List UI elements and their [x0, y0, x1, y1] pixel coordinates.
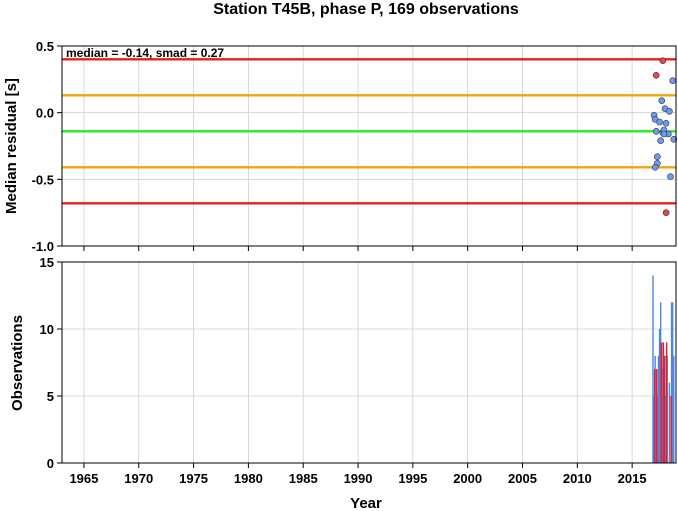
- obs-ytick-label-0: 15: [40, 255, 54, 270]
- residual-panel: 0.5 0.0 -0.5 -1.0 median = -0.14, smad = 0.…: [3, 39, 678, 254]
- median-smad-annotation: median = -0.14, smad = 0.27: [66, 46, 224, 60]
- year-tick-label-1965: 1965: [69, 471, 98, 486]
- observation-bar-1-1: [656, 369, 658, 463]
- residual-ytick-label-1: 0.0: [36, 106, 54, 121]
- year-tick-label-1990: 1990: [344, 471, 373, 486]
- year-tick-label-1970: 1970: [124, 471, 153, 486]
- year-tick-label-1975: 1975: [179, 471, 208, 486]
- observation-bar-1-4: [663, 355, 666, 463]
- reference-lines: [62, 58, 676, 205]
- residual-point-0-6: [657, 137, 664, 144]
- residual-point-0-11: [662, 120, 670, 127]
- year-tick-label-2005: 2005: [508, 471, 537, 486]
- year-x-ticks: 1965 1970 1975 1980 1985 1990 1995 2000 2005 2010…: [69, 246, 647, 486]
- observations-panel: 15 10 5 0 1965 1970 1975 1980 1985 1990 1995 2000 2…: [9, 246, 677, 511]
- residual-point-0-17: [651, 164, 659, 171]
- residual-ytick-label-3: -1.0: [32, 239, 54, 254]
- residual-point-1-2: [662, 209, 670, 216]
- residual-point-0-18: [660, 130, 668, 138]
- residual-grid: [62, 45, 676, 247]
- observation-bar-0-14: [670, 302, 673, 463]
- observation-bar-0-0: [652, 275, 654, 463]
- year-x-axis-label: Year: [350, 495, 382, 511]
- observation-bar-0-16: [673, 355, 675, 463]
- residual-point-0-15: [669, 77, 677, 84]
- obs-ytick-label-3: 0: [47, 456, 54, 471]
- residual-ytick-label-2: -0.5: [32, 172, 54, 187]
- residual-point-0-5: [656, 118, 663, 126]
- observations-y-ticks: 15 10 5 0: [40, 255, 62, 471]
- observation-bar-1-6: [670, 396, 672, 463]
- residual-y-ticks: 0.5 0.0 -0.5 -1.0: [32, 39, 62, 254]
- chart-title: Station T45B, phase P, 169 observations: [213, 1, 519, 18]
- residual-point-0-13: [666, 108, 673, 115]
- observation-bar-1-0: [653, 369, 656, 463]
- obs-ytick-label-2: 5: [47, 389, 54, 404]
- residual-point-0-2: [652, 128, 660, 135]
- residual-points: [650, 57, 678, 216]
- year-tick-label-1985: 1985: [289, 471, 318, 486]
- year-tick-label-2015: 2015: [618, 471, 647, 486]
- observation-bar-0-6: [658, 329, 661, 463]
- year-tick-label-2000: 2000: [453, 471, 482, 486]
- observations-y-axis-label: Observations: [9, 315, 26, 411]
- residual-point-1-0: [652, 72, 660, 79]
- observation-bar-0-15: [672, 302, 674, 463]
- observation-bar-1-2: [660, 342, 662, 463]
- observation-bar-1-3: [662, 342, 665, 463]
- observation-bar-0-13: [668, 382, 671, 463]
- year-tick-label-2010: 2010: [563, 471, 592, 486]
- residual-y-axis-label: Median residual [s]: [3, 78, 20, 214]
- residual-plot-frame: [61, 45, 677, 247]
- residual-point-1-1: [659, 57, 667, 64]
- residual-point-0-7: [658, 97, 666, 104]
- year-tick-label-1980: 1980: [234, 471, 263, 486]
- residual-ytick-label-0: 0.5: [36, 39, 54, 54]
- observation-bar-1-5: [665, 342, 668, 463]
- residual-point-0-4: [654, 153, 661, 160]
- observations-grid: [62, 261, 676, 464]
- obs-ytick-label-1: 10: [40, 322, 54, 337]
- year-tick-label-1995: 1995: [398, 471, 427, 486]
- observations-plot-frame: [61, 261, 677, 464]
- residual-point-0-16: [670, 136, 678, 143]
- observation-bars: [652, 275, 675, 463]
- residual-point-0-14: [667, 173, 674, 180]
- observation-bar-0-5: [657, 355, 660, 463]
